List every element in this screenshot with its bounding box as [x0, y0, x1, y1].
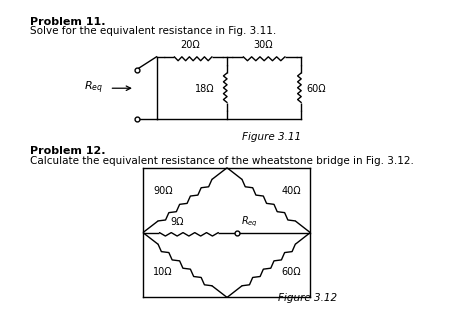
Text: $R_{eq}$: $R_{eq}$	[84, 80, 103, 96]
Text: 90Ω: 90Ω	[153, 186, 173, 196]
Text: Figure 3.12: Figure 3.12	[278, 293, 337, 303]
Text: 9Ω: 9Ω	[171, 217, 184, 227]
Text: 10Ω: 10Ω	[153, 267, 173, 277]
Text: Solve for the equivalent resistance in Fig. 3.11.: Solve for the equivalent resistance in F…	[30, 26, 276, 36]
Text: 60Ω: 60Ω	[282, 267, 301, 277]
Text: 18Ω: 18Ω	[195, 84, 214, 94]
Text: Figure 3.11: Figure 3.11	[242, 132, 301, 142]
Text: 20Ω: 20Ω	[180, 40, 200, 50]
Text: Problem 12.: Problem 12.	[30, 146, 105, 156]
Text: 40Ω: 40Ω	[282, 186, 301, 196]
Text: Calculate the equivalent resistance of the wheatstone bridge in Fig. 3.12.: Calculate the equivalent resistance of t…	[30, 156, 414, 166]
Text: $R_{eq}$: $R_{eq}$	[241, 214, 258, 229]
Text: 60Ω: 60Ω	[307, 84, 326, 94]
Text: Problem 11.: Problem 11.	[30, 16, 105, 26]
Text: 30Ω: 30Ω	[254, 40, 273, 50]
